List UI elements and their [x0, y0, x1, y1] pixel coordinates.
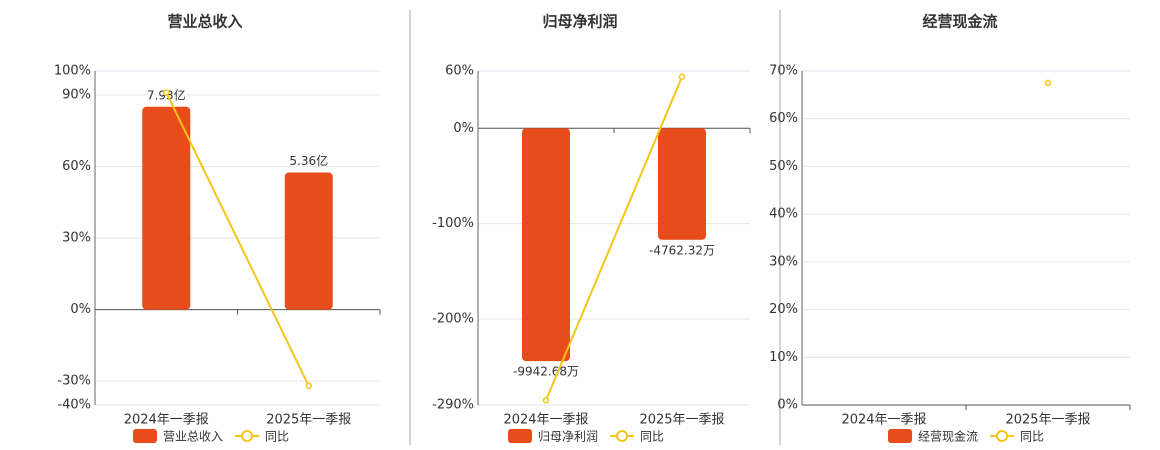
legend-label: 同比 — [1020, 430, 1044, 444]
y-tick-label: 20% — [769, 302, 798, 317]
y-tick-label: 60% — [62, 159, 91, 174]
legend-swatch — [241, 430, 254, 442]
y-tick-label: -40% — [57, 398, 91, 413]
legend-swatch — [508, 429, 532, 443]
chart-title: 营业总收入 — [167, 13, 242, 31]
y-tick-label: -200% — [432, 312, 474, 327]
bar — [284, 172, 333, 310]
line — [545, 76, 683, 401]
value-label: 5.36亿 — [289, 153, 328, 168]
legend-swatch — [888, 429, 912, 443]
chart-title: 经营现金流 — [922, 13, 997, 31]
bar — [522, 128, 570, 362]
x-tick-label: 2024年一季报 — [503, 413, 588, 428]
y-tick-label: -100% — [432, 216, 474, 231]
x-tick-label: 2025年一季报 — [266, 413, 351, 428]
x-tick-label: 2025年一季报 — [639, 413, 724, 428]
legend-label: 经营现金流 — [918, 429, 978, 444]
bar — [658, 128, 706, 240]
chart-title: 归母净利润 — [542, 13, 617, 31]
y-tick-label: 30% — [62, 231, 91, 246]
legend-label: 归母净利润 — [538, 430, 598, 444]
legend-swatch — [996, 430, 1009, 442]
y-tick-label: -30% — [57, 374, 91, 389]
y-tick-label: 30% — [769, 254, 798, 269]
y-tick-label: 70% — [769, 64, 798, 79]
x-tick-label: 2024年一季报 — [124, 413, 209, 428]
value-label: -9942.68万 — [513, 365, 579, 379]
y-tick-label: 60% — [769, 111, 798, 126]
bar — [142, 106, 191, 310]
legend-swatch — [133, 429, 157, 443]
legend-label: 营业总收入 — [163, 430, 223, 444]
legend-swatch — [616, 430, 629, 442]
y-tick-label: 0% — [70, 302, 91, 317]
legend-label: 同比 — [265, 430, 289, 444]
y-tick-label: 60% — [445, 64, 474, 79]
value-label: -4762.32万 — [649, 243, 715, 257]
y-tick-label: 50% — [769, 159, 798, 174]
line-point — [1044, 79, 1052, 87]
line-point — [163, 89, 170, 96]
legend-label: 同比 — [640, 430, 664, 444]
line — [165, 92, 310, 387]
line-point — [542, 396, 550, 404]
y-tick-label: 40% — [769, 207, 798, 222]
y-tick-label: 90% — [62, 87, 91, 102]
y-tick-label: -290% — [432, 398, 474, 413]
line-point — [305, 382, 312, 390]
y-tick-label: 0% — [453, 121, 474, 136]
y-tick-label: 0% — [777, 398, 798, 413]
x-tick-label: 2025年一季报 — [1005, 413, 1090, 428]
y-tick-label: 10% — [769, 350, 798, 365]
line-point — [678, 73, 686, 80]
x-tick-label: 2024年一季报 — [841, 413, 926, 428]
y-tick-label: 100% — [54, 64, 91, 79]
